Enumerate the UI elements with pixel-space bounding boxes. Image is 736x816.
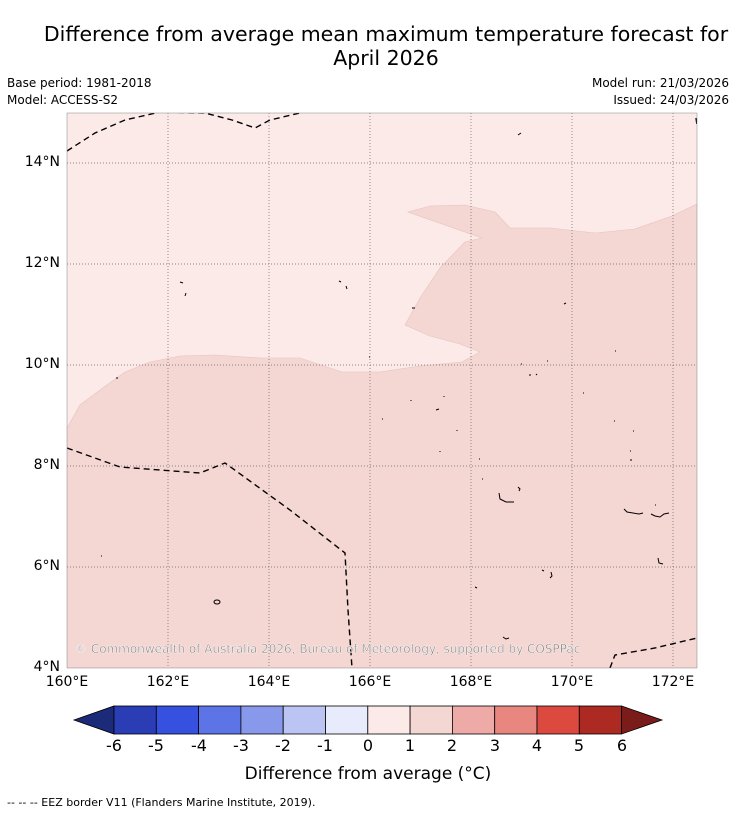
anomaly-zone-1-2 — [67, 203, 697, 668]
colorbar-bin — [325, 705, 369, 735]
islands — [101, 132, 670, 640]
lat-label: 10°N — [24, 356, 60, 372]
lon-label: 164°E — [247, 674, 291, 690]
meta-right: Model run: 21/03/2026 Issued: 24/03/2026 — [592, 75, 729, 109]
colorbar-tick: 6 — [616, 736, 628, 755]
colorbar-tick: 3 — [489, 736, 501, 755]
colorbar-bin — [240, 705, 284, 735]
lon-label: 166°E — [348, 674, 392, 690]
colorbar-tick: -5 — [148, 736, 164, 755]
colorbar-extend-high — [621, 705, 664, 735]
base-period: Base period: 1981-2018 — [7, 76, 152, 90]
colorbar — [72, 705, 664, 735]
lon-label: 170°E — [550, 674, 594, 690]
colorbar-bin — [113, 705, 157, 735]
colorbar-tick: 4 — [531, 736, 543, 755]
lat-label: 14°N — [24, 154, 60, 170]
eez-legend-note: -- -- -- EEZ border V11 (Flanders Marine… — [7, 796, 316, 809]
meta-left: Base period: 1981-2018 Model: ACCESS-S2 — [7, 75, 152, 109]
issued-date: Issued: 24/03/2026 — [613, 93, 729, 107]
grid-lines — [67, 113, 697, 668]
lon-label: 168°E — [449, 674, 493, 690]
model-name: Model: ACCESS-S2 — [7, 93, 119, 107]
colorbar-bin — [198, 705, 242, 735]
colorbar-tick: 0 — [362, 736, 374, 755]
colorbar-bin — [536, 705, 580, 735]
colorbar-tick: -4 — [191, 736, 207, 755]
lat-label: 12°N — [24, 255, 60, 271]
colorbar-bin — [367, 705, 411, 735]
colorbar-bin — [451, 705, 496, 735]
lat-label: 6°N — [33, 558, 60, 574]
colorbar-label: Difference from average (°C) — [244, 764, 492, 784]
colorbar-bin — [409, 705, 453, 735]
colorbar-bin — [155, 705, 200, 735]
lon-label: 172°E — [651, 674, 695, 690]
colorbar-tick: -2 — [275, 736, 291, 755]
lat-label: 4°N — [33, 659, 60, 675]
colorbar-tick: 1 — [404, 736, 416, 755]
lon-label: 160°E — [45, 674, 89, 690]
title-line-2: April 2026 — [333, 46, 439, 70]
colorbar-bin — [494, 705, 538, 735]
lon-label: 162°E — [146, 674, 190, 690]
model-run: Model run: 21/03/2026 — [591, 76, 729, 90]
title-line-1: Difference from average mean maximum tem… — [43, 22, 729, 46]
colorbar-tick: -6 — [106, 736, 122, 755]
colorbar-tick: 2 — [446, 736, 458, 755]
colorbar-tick: -1 — [317, 736, 333, 755]
colorbar-tick: 5 — [573, 736, 585, 755]
colorbar-tick: -3 — [233, 736, 249, 755]
colorbar-bin — [578, 705, 622, 735]
colorbar-extend-low — [72, 705, 115, 735]
colorbar-bin — [282, 705, 326, 735]
map-area — [67, 113, 697, 668]
copyright-notice: © Commonwealth of Australia 2026, Bureau… — [75, 642, 580, 656]
map-title: Difference from average mean maximum tem… — [0, 22, 736, 70]
lat-label: 8°N — [33, 457, 60, 473]
